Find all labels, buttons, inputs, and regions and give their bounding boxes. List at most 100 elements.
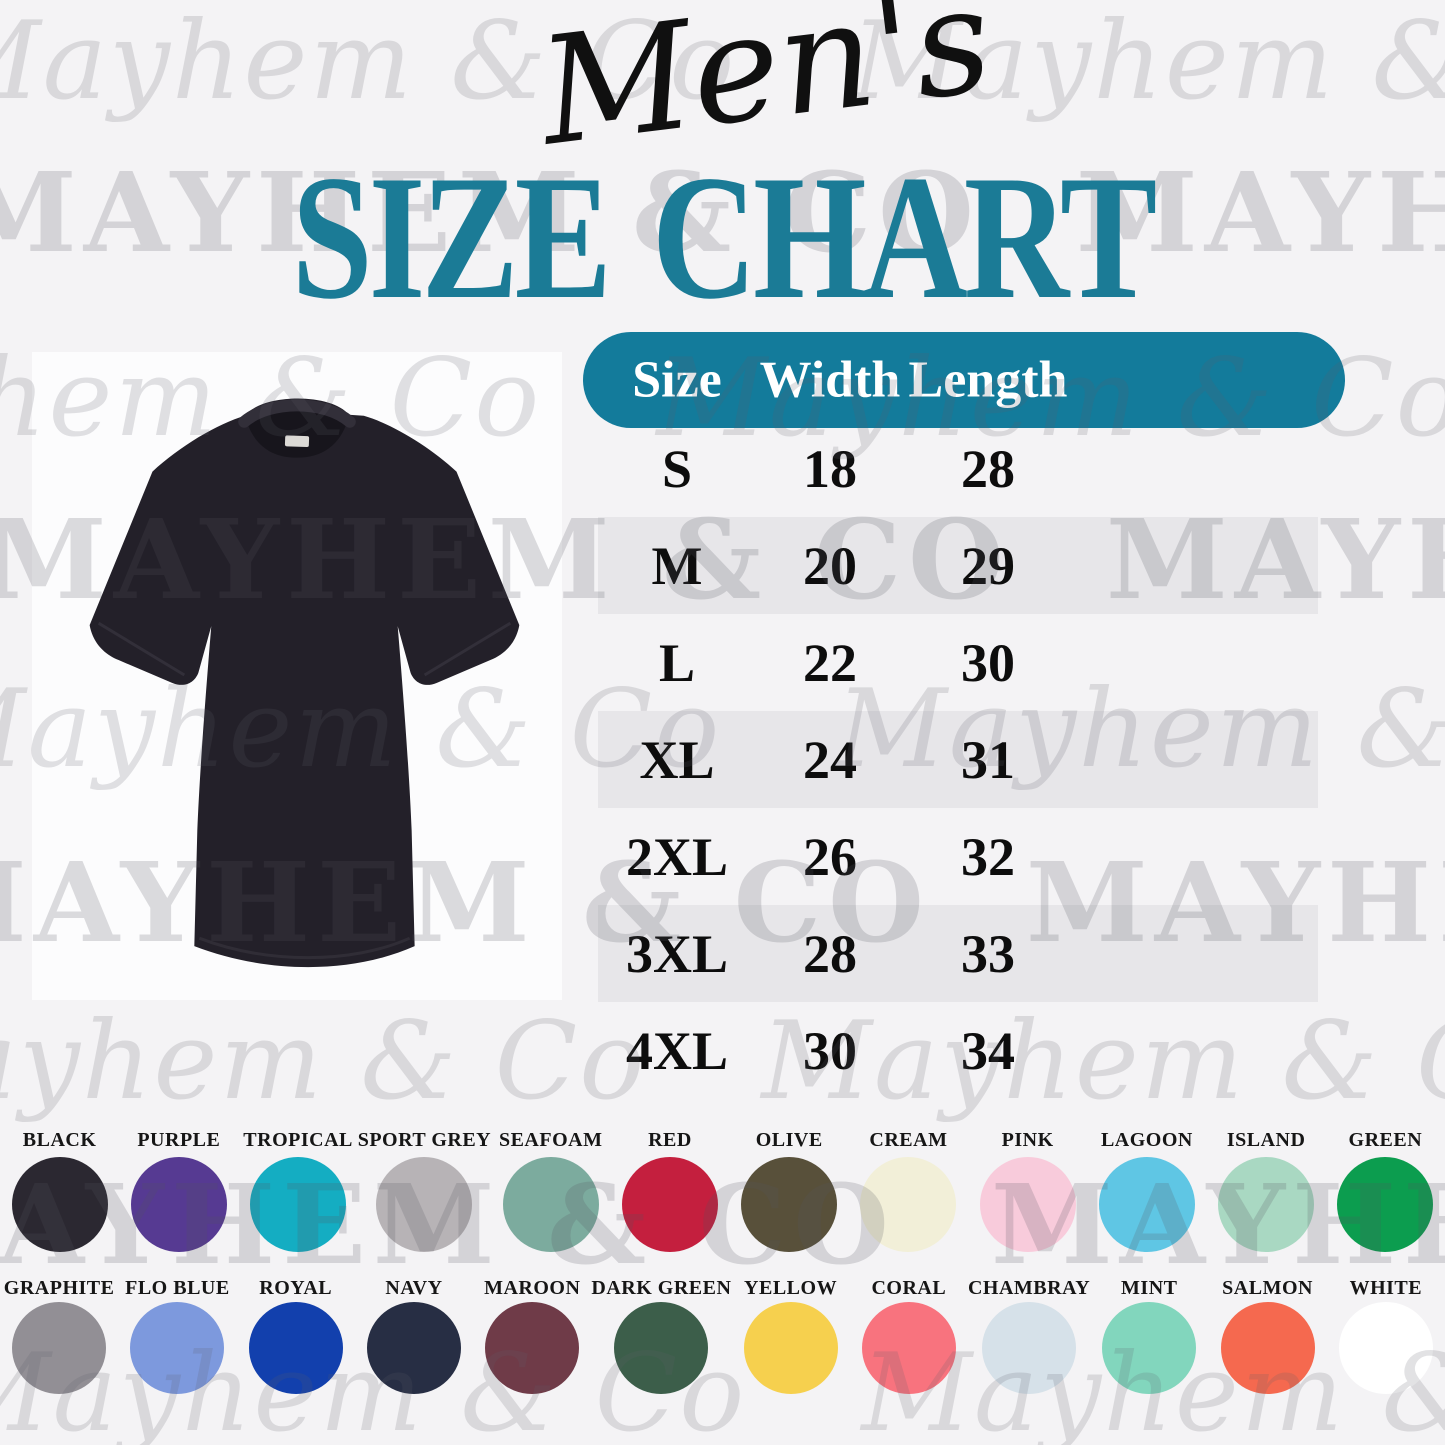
table-row: 3XL 28 33: [598, 905, 1318, 1002]
swatch: SALMON: [1208, 1276, 1326, 1394]
header-size: Size: [632, 351, 722, 409]
swatch-label: WHITE: [1349, 1277, 1423, 1299]
table-row: S 18 28: [598, 420, 1318, 517]
swatch: SEAFOAM: [491, 1128, 610, 1252]
cell-size: XL: [639, 729, 715, 790]
tshirt-hem-seam: [198, 936, 411, 960]
swatch-label: PINK: [1001, 1129, 1054, 1151]
cell-size: M: [651, 535, 703, 596]
swatch-label: RED: [648, 1129, 692, 1151]
swatch-dot: [1337, 1157, 1434, 1252]
swatch-dot: [614, 1302, 709, 1394]
swatch: ROYAL: [237, 1276, 355, 1394]
table-row: 2XL 26 32: [598, 808, 1318, 905]
swatch-dot: [250, 1157, 347, 1252]
cell-width: 22: [803, 632, 857, 693]
swatch: WHITE: [1327, 1276, 1445, 1394]
swatch-label: YELLOW: [744, 1277, 838, 1299]
cell-length: 28: [961, 438, 1015, 499]
cell-width: 20: [803, 535, 857, 596]
cell-length: 29: [961, 535, 1015, 596]
size-table-header: Size Width Length: [583, 332, 1345, 428]
swatch: GRAPHITE: [0, 1276, 118, 1394]
swatch-label: CHAMBRAY: [967, 1277, 1091, 1299]
swatch: GREEN: [1326, 1128, 1445, 1252]
swatch: MAROON: [473, 1276, 591, 1394]
swatch-dot: [502, 1157, 599, 1252]
cell-size: S: [661, 438, 693, 499]
swatch-dot: [130, 1157, 227, 1252]
swatch-label: MINT: [1121, 1277, 1178, 1299]
swatch-label: GREEN: [1348, 1129, 1423, 1151]
cell-width: 30: [803, 1020, 857, 1081]
swatch-dot: [861, 1302, 956, 1394]
swatch-label: TROPICAL: [243, 1129, 353, 1151]
swatch: CREAM: [849, 1128, 968, 1252]
swatch-dot: [12, 1302, 107, 1394]
table-row: XL 24 31: [598, 711, 1318, 808]
tshirt-left-cuff-seam: [97, 621, 186, 677]
swatch-dot: [743, 1302, 838, 1394]
tshirt-neck-tag: [284, 435, 310, 448]
swatch: PINK: [968, 1128, 1087, 1252]
swatch-dot: [248, 1302, 343, 1394]
swatch-label: ROYAL: [259, 1277, 333, 1299]
swatch: TROPICAL: [238, 1128, 357, 1252]
swatch-dot: [741, 1157, 838, 1252]
swatch-label: CORAL: [871, 1277, 947, 1299]
swatch-dot: [376, 1157, 473, 1252]
watermark-text: Mayhem & Co: [0, 999, 647, 1124]
swatch: BLACK: [0, 1128, 119, 1252]
swatch-label: ISLAND: [1226, 1129, 1306, 1151]
tshirt-right-cuff-seam: [423, 621, 512, 677]
swatch-dot: [1338, 1302, 1433, 1394]
tshirt-body: [89, 398, 520, 968]
table-row: 4XL 30 34: [598, 1002, 1318, 1099]
color-swatch-row-1: BLACK PURPLE TROPICAL SPORT GREY SEAFOAM…: [0, 1128, 1445, 1252]
swatch-label: DARK GREEN: [591, 1277, 732, 1299]
table-row: L 22 30: [598, 614, 1318, 711]
swatch: LAGOON: [1087, 1128, 1206, 1252]
tshirt-collar: [238, 399, 356, 428]
swatch: DARK GREEN: [591, 1276, 731, 1394]
black-tshirt-image: [89, 398, 520, 968]
cell-length: 34: [961, 1020, 1015, 1081]
cell-width: 26: [803, 826, 857, 887]
swatch-dot: [485, 1302, 580, 1394]
swatch: CORAL: [850, 1276, 968, 1394]
swatch: NAVY: [355, 1276, 473, 1394]
tshirt-neck-opening: [246, 407, 348, 458]
swatch-dot: [860, 1157, 957, 1252]
cell-size: L: [658, 632, 696, 693]
swatch: SPORT GREY: [358, 1128, 491, 1252]
size-table-body: S 18 28 M 20 29 L 22 30 XL 24 31 2XL 26 …: [598, 420, 1318, 1099]
color-swatch-row-2: GRAPHITE FLO BLUE ROYAL NAVY MAROON DARK…: [0, 1276, 1445, 1394]
cell-length: 33: [961, 923, 1015, 984]
swatch-label: MAROON: [484, 1277, 581, 1299]
page-title-text: SIZE CHART: [291, 138, 1158, 336]
table-row: M 20 29: [598, 517, 1318, 614]
swatch: YELLOW: [731, 1276, 849, 1394]
swatch: ISLAND: [1207, 1128, 1326, 1252]
cell-width: 18: [803, 438, 857, 499]
swatch-dot: [1220, 1302, 1315, 1394]
swatch-label: SALMON: [1222, 1277, 1313, 1299]
cell-size: 4XL: [625, 1020, 729, 1081]
swatch: RED: [610, 1128, 729, 1252]
tshirt-photo-card: [32, 352, 562, 1000]
swatch-dot: [130, 1302, 225, 1394]
swatch-label: BLACK: [22, 1129, 97, 1151]
cell-length: 32: [961, 826, 1015, 887]
swatch-dot: [621, 1157, 718, 1252]
swatch: PURPLE: [119, 1128, 238, 1252]
swatch: CHAMBRAY: [968, 1276, 1090, 1394]
header-width: Width: [759, 351, 901, 409]
swatch-dot: [1102, 1302, 1197, 1394]
cell-width: 28: [803, 923, 857, 984]
cell-length: 31: [961, 729, 1015, 790]
cell-width: 24: [803, 729, 857, 790]
swatch-label: FLO BLUE: [125, 1277, 230, 1299]
swatch: OLIVE: [730, 1128, 849, 1252]
swatch-label: CREAM: [869, 1129, 948, 1151]
